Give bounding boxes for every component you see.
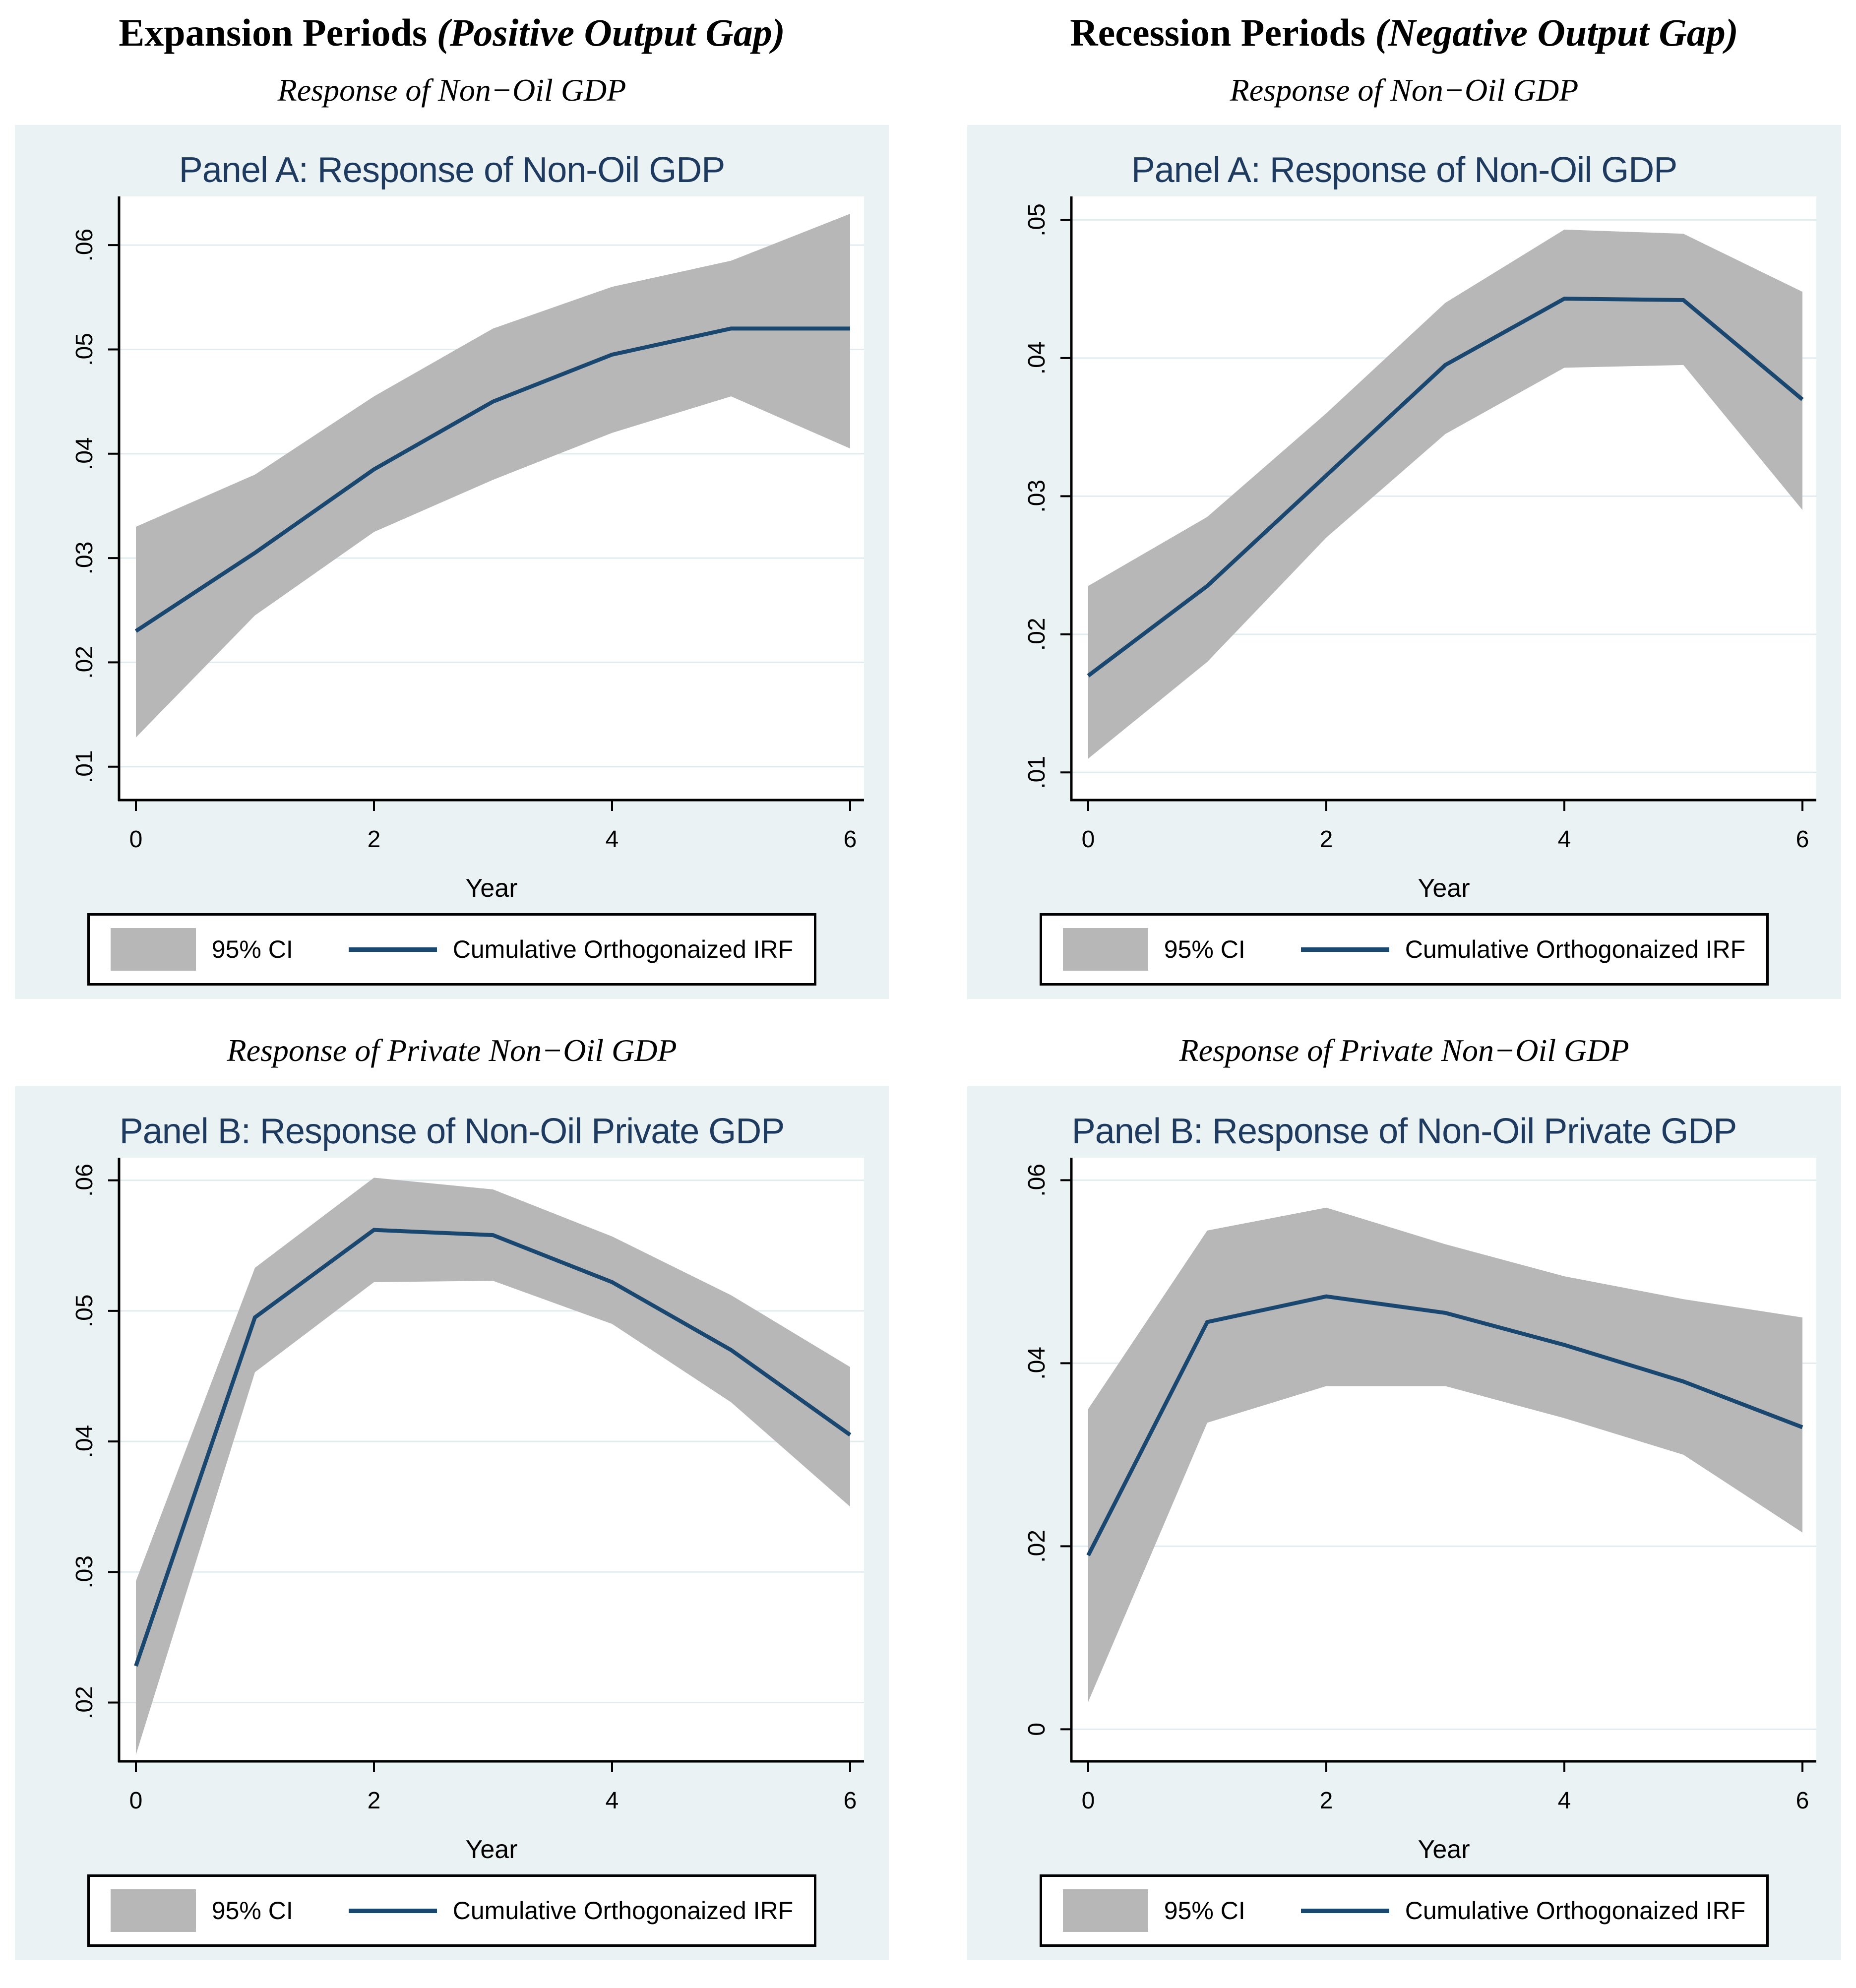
row-subtitle: Response of Non−Oil GDP	[277, 72, 626, 108]
svg-text:6: 6	[844, 1788, 857, 1814]
svg-text:.06: .06	[71, 229, 98, 262]
plot-expansion-panel-a: .01 .02 .03 .04 .05 .06 0 2 4 6 Year	[71, 196, 864, 903]
legend: 95% CI Cumulative Orthogonaized IRF	[87, 1874, 817, 1947]
cell-recession-nonoil: Recession Periods (Negative Output Gap) …	[967, 8, 1841, 999]
irf-legend-label: Cumulative Orthogonaized IRF	[452, 1896, 794, 1925]
svg-text:.02: .02	[71, 646, 98, 679]
svg-text:4: 4	[1558, 1788, 1571, 1814]
svg-text:0: 0	[1082, 1788, 1095, 1814]
ci-band-swatch	[1062, 1889, 1148, 1932]
svg-text:.05: .05	[71, 333, 98, 366]
ci-legend-label: 95% CI	[1164, 1896, 1245, 1925]
plot-recession-panel-a: .01 .02 .03 .04 .05 0 2 4 6 Year	[1024, 196, 1816, 903]
ci-band-swatch	[110, 1889, 196, 1932]
chart-box-expansion-panel-a: Panel A: Response of Non-Oil GDP .01 .02.…	[15, 125, 889, 999]
svg-text:.02: .02	[71, 1686, 98, 1719]
column-header-paren: (Negative Output Gap)	[1375, 11, 1738, 54]
svg-text:4: 4	[606, 1788, 619, 1814]
irf-line-sample	[1300, 1908, 1389, 1913]
chart-grid: Expansion Periods (Positive Output Gap) …	[15, 8, 1841, 1960]
svg-text:.02: .02	[1024, 1530, 1050, 1563]
cell-recession-private: Response of Private Non−Oil GDP Panel B:…	[967, 999, 1841, 1960]
svg-text:.01: .01	[1024, 756, 1050, 789]
row-subtitle: Response of Private Non−Oil GDP	[1179, 1033, 1629, 1068]
column-header-recession: Recession Periods (Negative Output Gap)	[967, 8, 1841, 58]
irf-line-sample	[348, 947, 437, 952]
ci-legend-label: 95% CI	[211, 935, 293, 963]
irf-line-sample	[348, 1908, 437, 1913]
chart-box-recession-panel-b: Panel B: Response of Non-Oil Private GDP…	[967, 1086, 1841, 1960]
svg-text:2: 2	[368, 826, 381, 853]
chart-title: Panel A: Response of Non-Oil GDP	[1131, 150, 1678, 190]
svg-text:Year: Year	[465, 1835, 517, 1864]
irf-legend-label: Cumulative Orthogonaized IRF	[452, 935, 794, 963]
svg-text:6: 6	[1796, 1788, 1809, 1814]
plot-expansion-panel-b: .02 .03 .04 .05 .06 0 2 4 6 Year	[71, 1158, 864, 1864]
irf-legend-label: Cumulative Orthogonaized IRF	[1405, 1896, 1746, 1925]
plot-recession-panel-b: 0 .02 .04 .06 0 2 4 6 Year	[1024, 1158, 1816, 1864]
column-header-main: Recession Periods	[1070, 11, 1365, 54]
irf-line-sample	[1300, 947, 1389, 952]
svg-text:0: 0	[1082, 826, 1095, 853]
chart-box-recession-panel-a: Panel A: Response of Non-Oil GDP .01 .02.…	[967, 125, 1841, 999]
svg-text:2: 2	[1320, 1788, 1333, 1814]
svg-text:Year: Year	[465, 874, 517, 903]
svg-text:6: 6	[1796, 826, 1809, 853]
column-header-expansion: Expansion Periods (Positive Output Gap)	[15, 8, 889, 58]
chart-title: Panel B: Response of Non-Oil Private GDP	[119, 1112, 785, 1151]
row-subtitle: Response of Private Non−Oil GDP	[227, 1033, 677, 1068]
svg-text:.05: .05	[71, 1294, 98, 1327]
svg-text:.03: .03	[1024, 480, 1050, 513]
svg-text:2: 2	[368, 1788, 381, 1814]
svg-text:.01: .01	[71, 750, 98, 783]
legend: 95% CI Cumulative Orthogonaized IRF	[1039, 913, 1769, 986]
svg-text:.02: .02	[1024, 618, 1050, 651]
ci-legend-label: 95% CI	[1164, 935, 1245, 963]
row-subtitle: Response of Non−Oil GDP	[1230, 72, 1579, 108]
cell-expansion-private: Response of Private Non−Oil GDP Panel B:…	[15, 999, 889, 1960]
irf-legend-label: Cumulative Orthogonaized IRF	[1405, 935, 1746, 963]
svg-text:.04: .04	[71, 437, 98, 470]
ci-legend-label: 95% CI	[211, 1896, 293, 1925]
svg-text:.06: .06	[1024, 1164, 1050, 1197]
svg-text:.04: .04	[1024, 1347, 1050, 1380]
svg-text:4: 4	[1558, 826, 1571, 853]
svg-text:4: 4	[606, 826, 619, 853]
legend: 95% CI Cumulative Orthogonaized IRF	[1039, 1874, 1769, 1947]
svg-text:.03: .03	[71, 1555, 98, 1589]
svg-text:.04: .04	[71, 1425, 98, 1458]
svg-text:0: 0	[129, 826, 143, 853]
svg-text:0: 0	[129, 1788, 143, 1814]
chart-title: Panel B: Response of Non-Oil Private GDP	[1071, 1112, 1737, 1151]
svg-text:.03: .03	[71, 542, 98, 575]
cell-expansion-nonoil: Expansion Periods (Positive Output Gap) …	[15, 8, 889, 999]
ci-band-swatch	[110, 928, 196, 971]
svg-text:.05: .05	[1024, 203, 1050, 237]
svg-text:.06: .06	[71, 1164, 98, 1197]
column-header-paren: (Positive Output Gap)	[436, 11, 785, 54]
svg-text:0: 0	[1024, 1723, 1050, 1736]
svg-text:.04: .04	[1024, 342, 1050, 375]
svg-text:6: 6	[844, 826, 857, 853]
svg-text:Year: Year	[1418, 1835, 1470, 1864]
chart-box-expansion-panel-b: Panel B: Response of Non-Oil Private GDP…	[15, 1086, 889, 1960]
chart-title: Panel A: Response of Non-Oil GDP	[179, 150, 726, 190]
column-header-main: Expansion Periods	[119, 11, 428, 54]
legend: 95% CI Cumulative Orthogonaized IRF	[87, 913, 817, 986]
svg-text:Year: Year	[1418, 874, 1470, 903]
ci-band-swatch	[1062, 928, 1148, 971]
svg-text:2: 2	[1320, 826, 1333, 853]
